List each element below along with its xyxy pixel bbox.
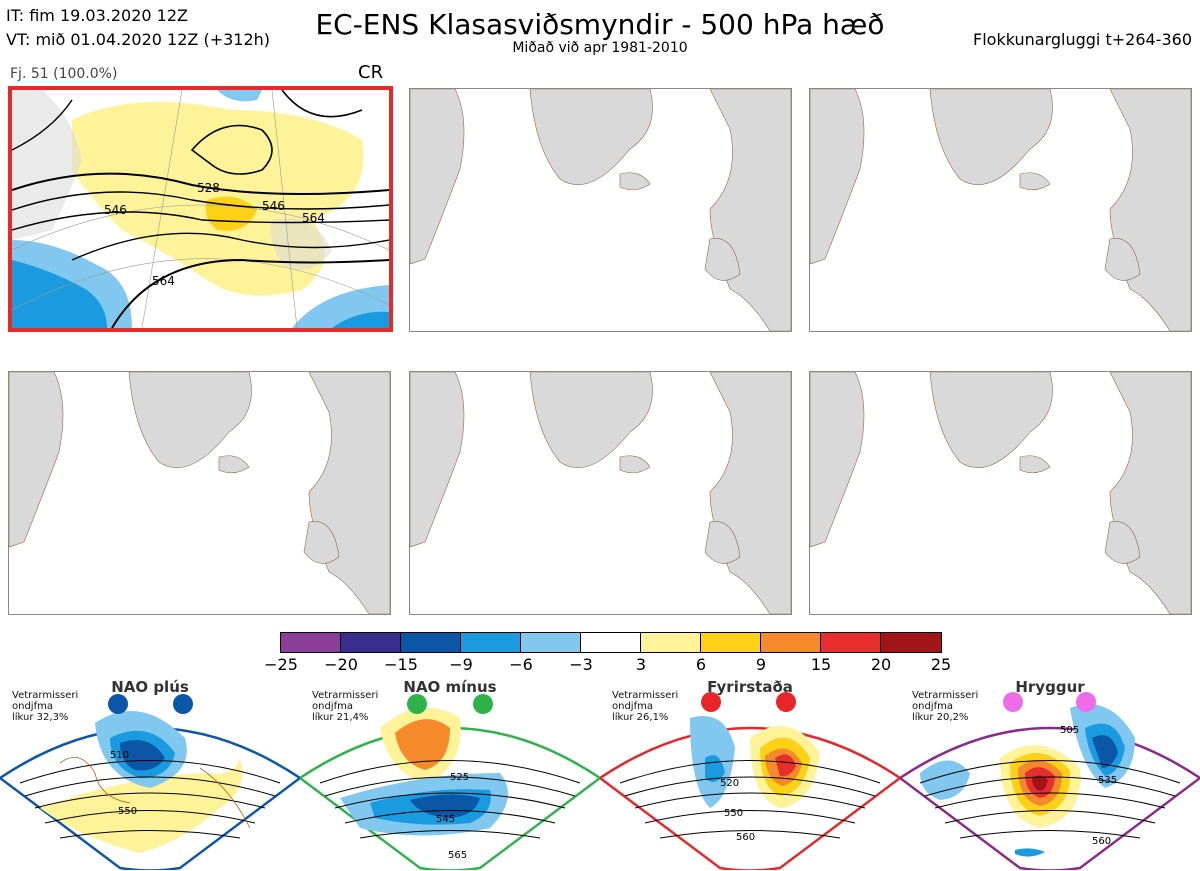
contour-label: 564 (302, 211, 325, 225)
colorbar-tick: −15 (384, 655, 418, 674)
regime-nao-minus-map: 525 545 565 (300, 694, 600, 870)
svg-text:545: 545 (436, 814, 455, 825)
contour-label: 546 (104, 203, 127, 217)
regime-ridge-map: 505 535 560 (900, 692, 1200, 870)
regime-note: Vetrarmisseri ondjfma líkur 21,4% (312, 690, 379, 723)
colorbar-segment (821, 633, 881, 652)
regime-nao-plus[interactable]: NAO plús Vetrarmisseri ondjfma líkur 32,3%… (0, 678, 300, 870)
regime-ridge[interactable]: Hryggur Vetrarmisseri ondjfma líkur 20,2% … (900, 678, 1200, 870)
page-title: EC-ENS Klasasviðsmyndir - 500 hPa hæð (315, 8, 885, 41)
svg-text:520: 520 (720, 778, 739, 789)
svg-text:525: 525 (450, 772, 469, 783)
regime-note: Vetrarmisseri ondjfma líkur 32,3% (12, 690, 79, 723)
colorbar-tick: 25 (930, 655, 952, 674)
cluster-label: Fj. 51 (100.0%) (10, 66, 118, 82)
svg-text:505: 505 (1060, 725, 1079, 736)
cluster-map-3[interactable] (809, 88, 1192, 332)
cluster-map-6-graphic (810, 372, 1191, 614)
cluster-code: CR (358, 62, 384, 83)
colorbar-tick: 3 (635, 655, 647, 674)
cluster-map-5[interactable] (409, 371, 792, 615)
colorbar-segment (401, 633, 461, 652)
regime-nao-plus-map: 510 550 (0, 694, 300, 870)
cluster-map-1-graphic: 528 546 546 564 564 (12, 90, 389, 328)
colorbar-tick: −20 (324, 655, 358, 674)
colorbar-segment (461, 633, 521, 652)
cluster-map-1[interactable]: 528 546 546 564 564 (8, 86, 393, 332)
regime-blocking-map: 520 550 560 (600, 692, 900, 870)
svg-text:550: 550 (118, 806, 137, 817)
contour-label: 528 (197, 181, 220, 195)
valid-time: VT: mið 01.04.2020 12Z (+312h) (6, 30, 271, 49)
cluster-map-2[interactable] (409, 88, 792, 332)
colorbar-segment (701, 633, 761, 652)
contour-label: 546 (262, 199, 285, 213)
regime-name: NAO mínus (403, 678, 497, 696)
page-subtitle: Miðað við apr 1981-2010 (512, 40, 688, 56)
regime-name: Hryggur (1015, 678, 1085, 696)
regime-note: Vetrarmisseri ondjfma líkur 26,1% (612, 690, 679, 723)
colorbar-segment (641, 633, 701, 652)
cluster-map-4[interactable] (8, 371, 391, 615)
colorbar-segment (341, 633, 401, 652)
colorbar (280, 632, 942, 653)
colorbar-tick: 20 (870, 655, 892, 674)
regime-name: NAO plús (111, 678, 189, 696)
colorbar-segment (761, 633, 821, 652)
colorbar-segment (281, 633, 341, 652)
cluster-map-5-graphic (410, 372, 791, 614)
svg-text:560: 560 (736, 832, 755, 843)
regime-name: Fyrirstaða (707, 678, 793, 696)
colorbar-tick: −9 (449, 655, 473, 674)
svg-text:550: 550 (724, 808, 743, 819)
regime-blocking[interactable]: Fyrirstaða Vetrarmisseri ondjfma líkur 26,… (600, 678, 900, 870)
classification-window: Flokkunargluggi t+264-360 (973, 30, 1192, 49)
contour-label: 564 (152, 274, 175, 288)
cluster-map-3-graphic (810, 89, 1191, 331)
cluster-map-2-graphic (410, 89, 791, 331)
svg-text:510: 510 (110, 750, 129, 761)
issue-time: IT: fim 19.03.2020 12Z (6, 6, 188, 25)
cluster-map-6[interactable] (809, 371, 1192, 615)
regime-nao-minus[interactable]: NAO mínus Vetrarmisseri ondjfma líkur 21,4… (300, 678, 600, 870)
svg-text:535: 535 (1098, 775, 1117, 786)
svg-text:565: 565 (448, 850, 467, 861)
colorbar-segment (881, 633, 941, 652)
cluster-map-4-graphic (9, 372, 390, 614)
colorbar-tick: −6 (509, 655, 533, 674)
regime-note: Vetrarmisseri ondjfma líkur 20,2% (912, 690, 979, 723)
colorbar-tick: 9 (755, 655, 767, 674)
colorbar-tick: −3 (569, 655, 593, 674)
colorbar-tick: 6 (695, 655, 707, 674)
colorbar-tick: 15 (810, 655, 832, 674)
colorbar-segment (581, 633, 641, 652)
svg-text:560: 560 (1092, 836, 1111, 847)
colorbar-segment (521, 633, 581, 652)
colorbar-tick: −25 (264, 655, 298, 674)
